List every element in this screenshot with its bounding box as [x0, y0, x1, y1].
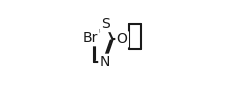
Text: Br: Br: [82, 31, 98, 45]
Text: O: O: [116, 32, 127, 46]
Text: N: N: [99, 55, 109, 69]
Text: S: S: [101, 17, 109, 31]
